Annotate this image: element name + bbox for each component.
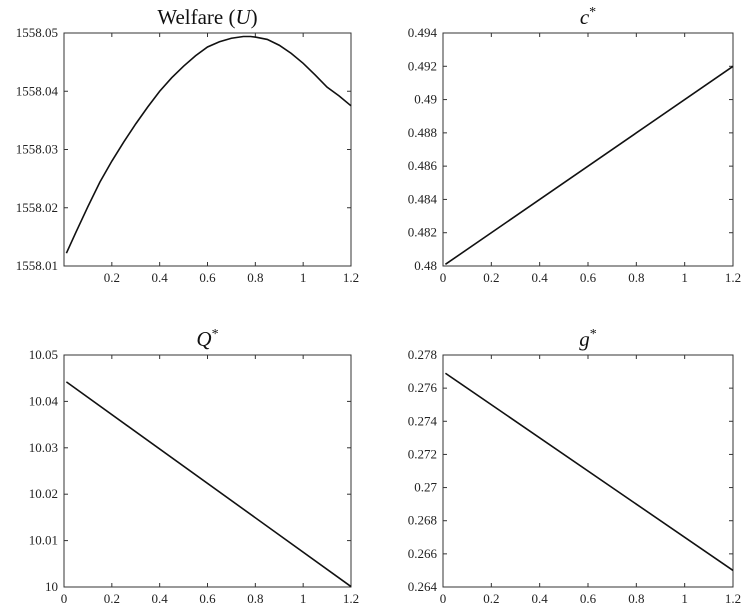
y-tick-label: 1558.03 — [16, 142, 58, 157]
y-tick-label: 0.278 — [408, 347, 437, 362]
x-tick-label: 0 — [61, 591, 68, 606]
title-superscript: * — [212, 327, 219, 342]
chart-title-g-star: g* — [579, 327, 597, 351]
y-tick-label: 1558.04 — [16, 83, 59, 98]
y-tick-label: 10.01 — [29, 533, 58, 548]
y-tick-label: 10 — [45, 579, 58, 594]
x-tick-label: 0.4 — [152, 270, 169, 285]
x-tick-label: 0.6 — [199, 591, 216, 606]
y-tick-label: 0.27 — [414, 480, 437, 495]
x-tick-label: 1 — [681, 591, 688, 606]
x-tick-label: 0.6 — [199, 270, 216, 285]
x-tick-label: 0.6 — [580, 591, 597, 606]
x-tick-label: 0.2 — [483, 270, 499, 285]
title-close: ) — [251, 5, 258, 29]
chart-title-welfare: Welfare (U) — [157, 5, 257, 29]
title-superscript: * — [590, 327, 597, 342]
x-tick-label: 1 — [300, 270, 307, 285]
y-tick-label: 0.492 — [408, 58, 437, 73]
y-tick-label: 0.484 — [408, 191, 438, 206]
title-variable: c — [580, 5, 590, 29]
x-tick-label: 0.2 — [483, 591, 499, 606]
y-tick-label: 0.49 — [414, 92, 437, 107]
series-line-q-star — [65, 381, 352, 588]
y-tick-label: 0.272 — [408, 446, 437, 461]
x-tick-label: 1.2 — [343, 270, 359, 285]
chart-welfare: Welfare (U) 0.2 0.4 0.6 0.8 1 1.2 1558.01 1558.0… — [16, 5, 359, 285]
chart-g-star: g* 0 0.2 0.4 0.6 0.8 1 1.2 0.264 0.266 0.268 0.27 0.… — [408, 327, 741, 606]
title-text-part: Welfare ( — [157, 5, 235, 29]
y-tick-label: 0.494 — [408, 25, 438, 40]
x-tick-label: 0.8 — [628, 591, 644, 606]
x-tick-label: 0.4 — [532, 270, 549, 285]
y-tick-label: 0.488 — [408, 125, 437, 140]
title-variable: U — [236, 5, 253, 29]
x-tick-label: 0.8 — [247, 591, 263, 606]
y-tick-label: 0.276 — [408, 380, 438, 395]
title-superscript: * — [589, 5, 596, 20]
series-line-g-star — [444, 372, 734, 572]
x-tick-label: 1.2 — [725, 591, 741, 606]
y-tick-label: 1558.05 — [16, 25, 58, 40]
axes-frame-q-star — [63, 354, 352, 588]
x-tick-label: 1.2 — [343, 591, 359, 606]
title-variable: g — [579, 327, 590, 351]
axes-frame-welfare — [63, 32, 352, 267]
y-tick-label: 0.482 — [408, 225, 437, 240]
chart-c-star: c* 0 0.2 0.4 0.6 0.8 1 1.2 0.48 0.482 0.484 0.486 0.… — [408, 5, 741, 285]
x-tick-label: 1 — [300, 591, 307, 606]
y-tick-label: 1558.02 — [16, 200, 58, 215]
chart-q-star: Q* 0 0.2 0.4 0.6 0.8 1 1.2 10 10.01 10.02 10.03 10.0… — [29, 327, 359, 606]
y-tick-label: 10.03 — [29, 440, 58, 455]
title-variable: Q — [196, 327, 211, 351]
x-tick-label: 0 — [440, 270, 447, 285]
series-line-welfare — [65, 35, 352, 254]
x-tick-label: 0.8 — [247, 270, 263, 285]
y-tick-label: 0.268 — [408, 513, 437, 528]
x-tick-label: 0.2 — [104, 591, 120, 606]
x-tick-label: 1.2 — [725, 270, 741, 285]
y-tick-label: 0.48 — [414, 258, 437, 273]
y-tick-label: 0.486 — [408, 158, 438, 173]
y-tick-label: 0.264 — [408, 579, 438, 594]
x-tick-label: 0 — [440, 591, 447, 606]
y-tick-label: 10.05 — [29, 347, 58, 362]
y-tick-label: 10.02 — [29, 486, 58, 501]
x-tick-label: 1 — [681, 270, 688, 285]
x-tick-label: 0.4 — [532, 591, 549, 606]
x-tick-label: 0.4 — [152, 591, 169, 606]
axes-frame-c-star — [442, 32, 734, 267]
series-line-c-star — [444, 65, 734, 265]
x-tick-label: 0.6 — [580, 270, 597, 285]
y-tick-label: 10.04 — [29, 393, 59, 408]
chart-title-c-star: c* — [580, 5, 596, 29]
y-tick-label: 0.266 — [408, 546, 438, 561]
y-tick-label: 1558.01 — [16, 258, 58, 273]
x-tick-label: 0.8 — [628, 270, 644, 285]
chart-title-q-star: Q* — [196, 327, 218, 351]
y-tick-label: 0.274 — [408, 413, 438, 428]
x-tick-label: 0.2 — [104, 270, 120, 285]
